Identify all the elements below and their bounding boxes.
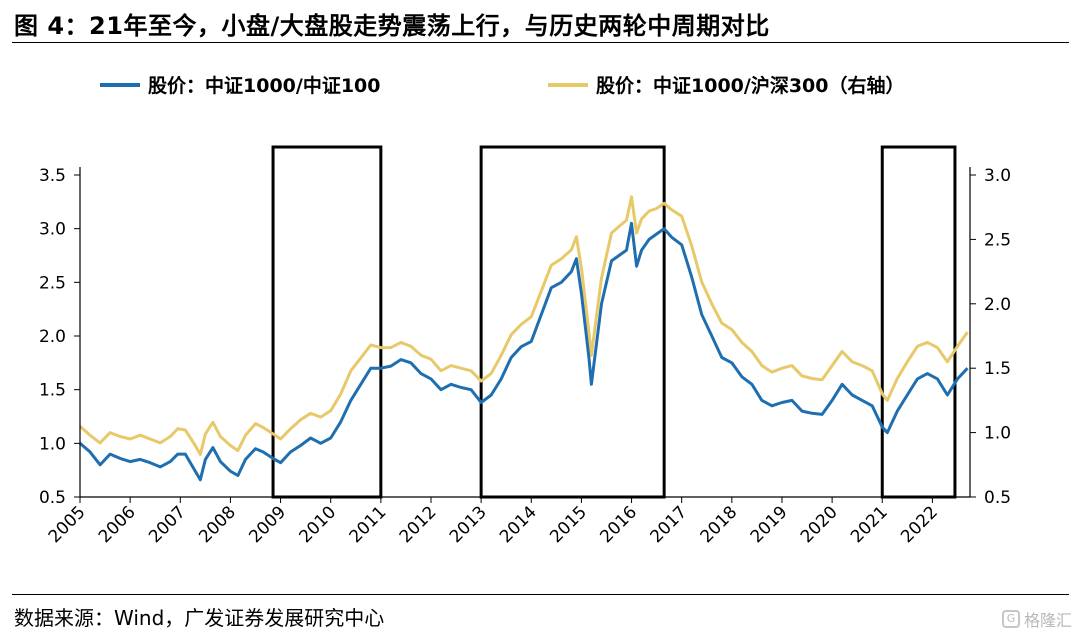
x-tick-label: 2014	[496, 502, 541, 547]
legend-label: 股价：中证1000/沪深300（右轴）	[596, 74, 904, 97]
x-tick-label: 2017	[646, 502, 691, 547]
title-rule	[12, 42, 1069, 43]
watermark-text: 格隆汇	[1023, 611, 1072, 630]
x-tick-label: 2008	[195, 502, 240, 547]
x-tick-label: 2006	[95, 502, 140, 547]
right-tick-label: 0.5	[984, 488, 1011, 508]
series-line-0	[79, 221, 969, 482]
right-tick-label: 2.0	[984, 295, 1011, 315]
figure-title: 图 4：21年至今，小盘/大盘股走势震荡上行，与历史两轮中周期对比	[14, 12, 770, 40]
right-tick-label: 1.5	[984, 359, 1011, 379]
highlight-box	[880, 145, 957, 499]
legend: 股价：中证1000/中证100 股价：中证1000/沪深300（右轴）	[100, 74, 904, 97]
series-lines	[78, 195, 969, 482]
watermark-logo-icon: G	[1001, 610, 1020, 628]
highlight-box	[271, 145, 383, 499]
left-tick-label: 1.0	[39, 434, 66, 454]
right-tick-label: 3.0	[984, 166, 1011, 186]
x-tick-label: 2016	[596, 502, 641, 547]
x-tick-label: 2019	[747, 502, 792, 547]
left-tick-label: 0.5	[39, 488, 66, 508]
x-tick-label: 2015	[546, 502, 591, 547]
x-tick-label: 2018	[697, 502, 742, 547]
x-tick-label: 2010	[296, 502, 341, 547]
x-tick-label: 2022	[897, 502, 942, 547]
chart: 0.5 1.0 1.5 2.0 2.5 3.0 3.5 0.5 1.0 1.5 2.0 2.5 3.0 2…	[39, 74, 1011, 547]
right-tick-label: 1.0	[984, 424, 1011, 444]
left-tick-label: 2.0	[39, 327, 66, 347]
axes: 0.5 1.0 1.5 2.0 2.5 3.0 3.5 0.5 1.0 1.5 2.0 2.5 3.0 2…	[39, 166, 1011, 547]
x-tick-label: 2021	[847, 502, 892, 547]
watermark: G 格隆汇	[1001, 607, 1072, 631]
source-rule	[12, 594, 1069, 595]
left-tick-label: 3.0	[39, 220, 66, 240]
left-tick-label: 2.5	[39, 273, 66, 293]
highlight-box	[479, 145, 666, 499]
x-tick-label: 2013	[446, 502, 491, 547]
x-tick-label: 2012	[396, 502, 441, 547]
legend-label: 股价：中证1000/中证100	[148, 74, 380, 97]
left-tick-label: 3.5	[39, 166, 66, 186]
left-tick-label: 1.5	[39, 381, 66, 401]
x-tick-label: 2007	[145, 502, 190, 547]
source-note: 数据来源：Wind，广发证券发展研究中心	[14, 606, 385, 630]
highlight-boxes	[271, 145, 957, 499]
right-tick-label: 2.5	[984, 230, 1011, 250]
series-line-1	[78, 195, 969, 456]
x-tick-label: 2020	[797, 502, 842, 547]
x-tick-label: 2009	[245, 502, 290, 547]
x-tick-label: 2011	[346, 502, 391, 547]
x-tick-label: 2005	[45, 502, 90, 547]
